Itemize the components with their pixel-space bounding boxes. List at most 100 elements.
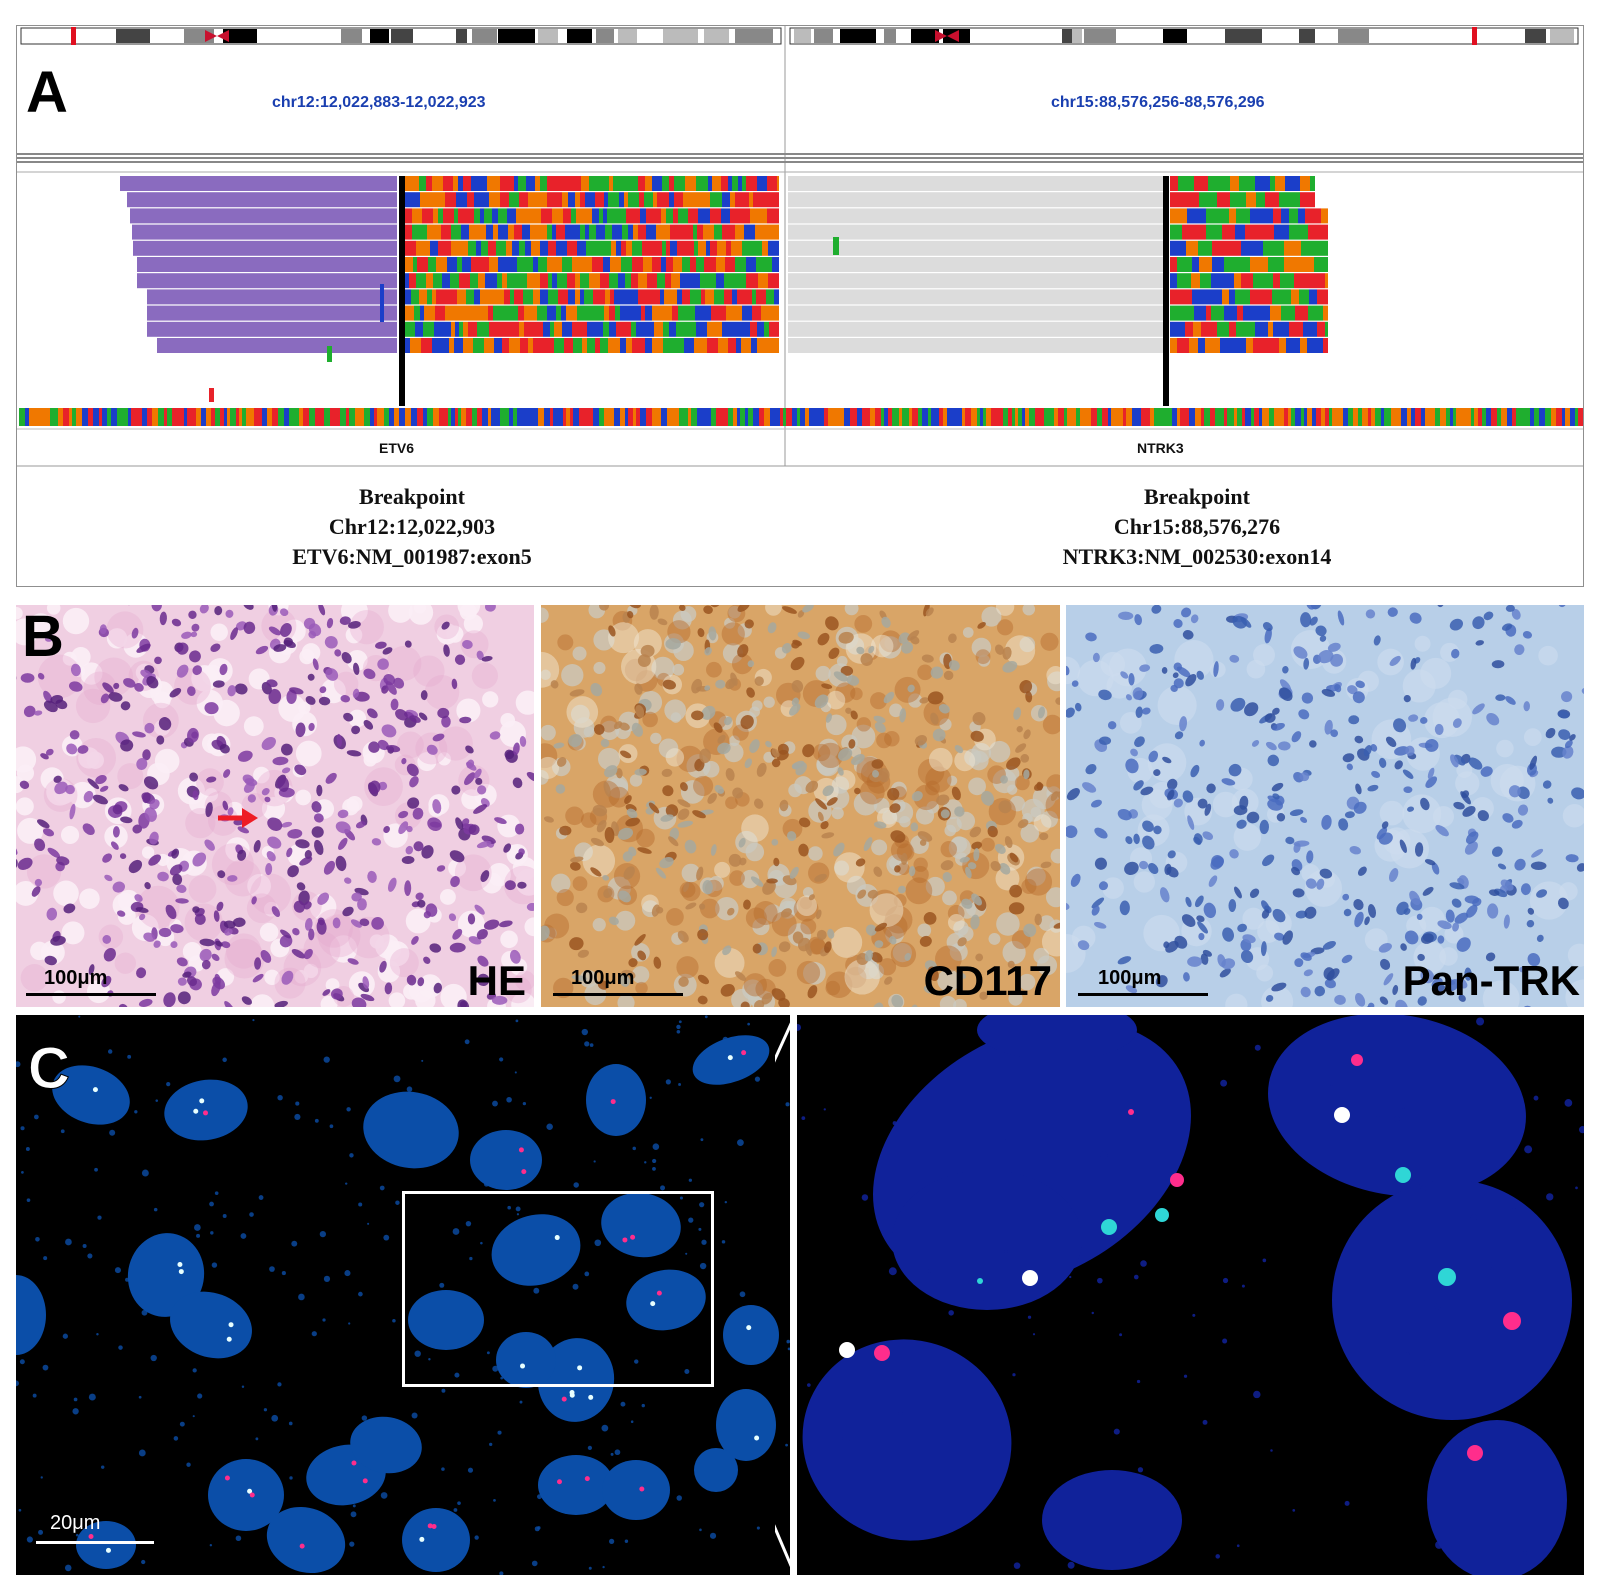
locus-marker — [71, 27, 76, 45]
read-grey — [788, 289, 1163, 305]
fish-signal — [518, 1147, 524, 1153]
fish-zoom-nuclei — [797, 1015, 1584, 1575]
right-locus-label: chr15:88,576,256-88,576,296 — [1051, 94, 1265, 111]
read-grey — [788, 273, 1163, 289]
left-locus-label: chr12:12,022,883-12,022,923 — [272, 94, 486, 111]
fish-signal — [1503, 1312, 1521, 1330]
fish-signal — [874, 1345, 890, 1361]
fish-signal — [639, 1486, 645, 1492]
nucleus — [716, 1389, 776, 1461]
read-grey — [788, 208, 1163, 224]
fish-signal — [177, 1262, 183, 1268]
he-scale-text: 100μm — [44, 967, 108, 989]
nucleus — [363, 1091, 459, 1169]
fish-signal — [521, 1169, 527, 1175]
igv-tracks — [17, 26, 1583, 467]
fish-signal — [839, 1342, 855, 1358]
nucleus — [1427, 1420, 1567, 1575]
fish-signal — [1170, 1173, 1184, 1187]
left-breakpoint-position: Chr12:12,022,903 — [328, 514, 496, 539]
mismatch — [380, 284, 384, 322]
cd117-tissue-texture — [541, 605, 1060, 1007]
read-purple — [157, 338, 397, 353]
nucleus — [602, 1460, 670, 1520]
nucleus — [538, 1455, 614, 1515]
centromere-marker — [205, 30, 217, 42]
nucleus — [694, 1448, 738, 1492]
fish-signal — [556, 1479, 562, 1485]
nucleus — [402, 1508, 470, 1572]
fish-zoom-box — [402, 1191, 714, 1387]
fish-signal — [1101, 1219, 1117, 1235]
fish-signal — [727, 1055, 733, 1061]
nucleus — [723, 1305, 779, 1365]
locus-marker — [1472, 27, 1477, 45]
nucleus — [1268, 1015, 1526, 1197]
fish-signal — [754, 1435, 760, 1441]
nucleus — [408, 1290, 484, 1350]
fish-signal — [622, 1237, 628, 1243]
nucleus — [350, 1416, 422, 1474]
nucleus — [16, 1275, 46, 1355]
mismatch — [327, 346, 332, 362]
pan-trk-scale-bar — [1078, 993, 1208, 996]
fish-signal — [226, 1336, 232, 1342]
fish-signal — [105, 1547, 111, 1553]
fish-signal — [249, 1492, 255, 1498]
nucleus — [1042, 1470, 1182, 1570]
fish-signal — [247, 1488, 253, 1494]
he-tissue-texture — [16, 605, 534, 1007]
nucleus — [802, 1339, 1012, 1541]
pan-trk-tissue-texture — [1066, 605, 1584, 1007]
read-purple — [133, 240, 397, 256]
mismatch — [833, 237, 839, 255]
cd117-image: 100μm CD117 — [541, 605, 1060, 1007]
read-purple — [120, 176, 397, 191]
read-grey — [788, 338, 1163, 353]
fish-signal — [746, 1325, 752, 1331]
read-grey — [788, 305, 1163, 321]
fish-scale-bar — [36, 1541, 154, 1544]
cd117-scale-text: 100μm — [571, 967, 635, 989]
fish-signal — [1467, 1445, 1483, 1461]
breakpoint-line — [1163, 176, 1169, 406]
cd117-stain-label: CD117 — [923, 957, 1052, 1004]
nucleus — [626, 1269, 706, 1331]
read-purple — [127, 192, 397, 208]
fish-signal — [977, 1278, 983, 1284]
fish-signal — [1438, 1268, 1456, 1286]
fish-signal — [351, 1460, 357, 1466]
fish-signal — [630, 1234, 636, 1240]
fish-signal — [561, 1396, 567, 1402]
igv-panel: chr12:12,022,883-12,022,923 chr15:88,576… — [16, 25, 1584, 587]
read-grey — [788, 321, 1163, 337]
pan-trk-image: 100μm Pan-TRK — [1066, 605, 1584, 1007]
fish-signal — [1351, 1054, 1363, 1066]
right-breakpoint-transcript: NTRK3:NM_002530:exon14 — [1062, 544, 1332, 569]
fish-signal — [228, 1322, 234, 1328]
fish-signal — [92, 1087, 98, 1093]
read-purple — [147, 305, 397, 321]
he-stain-label: HE — [467, 957, 526, 1004]
read-grey — [788, 176, 1163, 191]
fish-signal — [1334, 1107, 1350, 1123]
panel-c-letter: C — [28, 1036, 71, 1101]
nucleus — [76, 1521, 136, 1569]
nucleus — [170, 1291, 252, 1359]
fish-signal — [610, 1099, 616, 1105]
panel-b-letter: B — [22, 604, 64, 669]
zoom-connector-lines — [775, 1015, 797, 1575]
fish-signal — [554, 1235, 560, 1241]
read-grey — [788, 240, 1163, 256]
fish-signal — [193, 1108, 199, 1114]
panel-a-letter: A — [26, 60, 68, 125]
fish-signal — [178, 1269, 184, 1275]
right-breakpoint-title: Breakpoint — [1144, 484, 1250, 509]
fish-signal — [88, 1534, 94, 1540]
nucleus — [266, 1506, 346, 1574]
fish-signal — [431, 1523, 437, 1529]
read-grey — [788, 257, 1163, 272]
read-purple — [147, 289, 397, 305]
nucleus — [491, 1214, 581, 1286]
nucleus — [537, 1338, 615, 1422]
